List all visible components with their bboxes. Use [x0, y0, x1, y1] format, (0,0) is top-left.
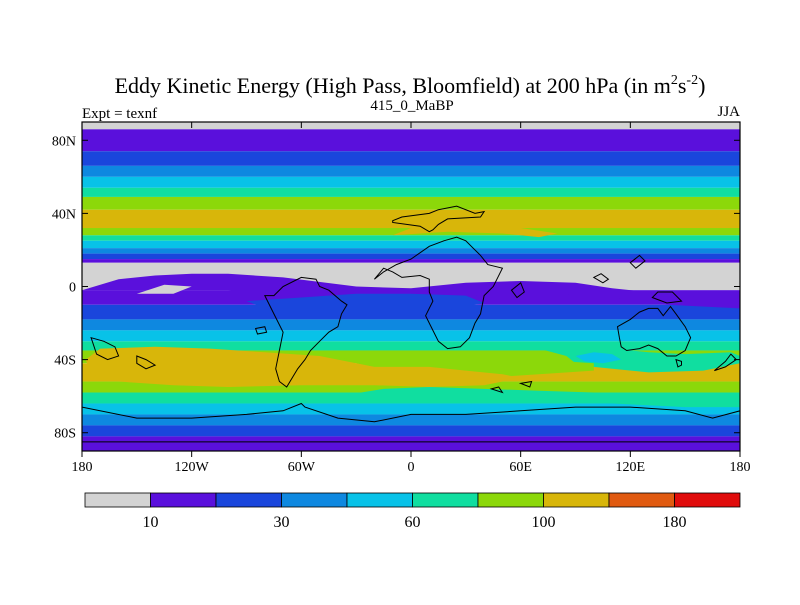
contour-band-13 [82, 259, 740, 263]
land-outline-1 [374, 236, 504, 350]
contour-band-1 [82, 129, 740, 152]
colorbar-box-6 [477, 492, 544, 508]
contour-band-25 [82, 414, 740, 426]
land-outline-15 [518, 380, 533, 388]
x-tick-label-2: 60W [288, 460, 316, 475]
land-outline-10 [592, 273, 610, 284]
contour-band-24 [82, 403, 740, 415]
colorbar-label-0: 10 [143, 514, 159, 531]
contour-band-4 [82, 176, 740, 188]
x-tick-label-5: 120E [616, 460, 646, 475]
colorbar-box-1 [150, 492, 217, 508]
experiment-label: Expt = texnf [82, 106, 157, 122]
contour-patch-4 [85, 346, 521, 387]
contour-band-10 [82, 240, 740, 249]
y-axis: 80N 40N 0 40S 80S [52, 134, 740, 442]
contour-band-17 [82, 319, 740, 331]
map-plot-area [82, 122, 740, 451]
y-tick-label-0: 80N [52, 134, 76, 149]
y-tick-label-2: 0 [69, 281, 76, 296]
land-outline-3 [616, 305, 692, 357]
contour-band-22 [82, 381, 740, 393]
colorbar-box-9 [674, 492, 741, 508]
contour-patch-2 [538, 346, 740, 373]
colorbar-box-8 [608, 492, 675, 508]
contour-band-2 [82, 151, 740, 166]
colorbar-box-4 [346, 492, 413, 508]
contour-band-11 [82, 248, 740, 254]
colorbar-box-0 [84, 492, 151, 508]
x-tick-label-1: 120W [175, 460, 210, 475]
contour-patch-6 [337, 387, 740, 408]
land-outline-5 [714, 353, 738, 372]
y-tick-label-1: 40N [52, 207, 76, 222]
contour-patches [82, 226, 740, 408]
land-outline-12 [651, 291, 683, 304]
x-tick-label-3: 0 [408, 460, 415, 475]
contour-band-6 [82, 196, 740, 210]
land-outline-2 [263, 276, 348, 388]
land-outline-8 [136, 355, 157, 370]
colorbar-label-4: 180 [663, 514, 687, 531]
chart-title: Eddy Kinetic Energy (High Pass, Bloomfie… [115, 73, 706, 98]
chart-subtitle: 415_0_MaBP [370, 98, 453, 114]
land-outline-9 [510, 281, 525, 299]
x-tick-label-0: 180 [72, 460, 93, 475]
x-tick-label-6: 180 [730, 460, 751, 475]
contour-band-7 [82, 209, 740, 229]
y-tick-label-4: 80S [54, 427, 76, 442]
land-outline-13 [254, 326, 268, 335]
colorbar-label-1: 30 [274, 514, 290, 531]
contour-band-3 [82, 165, 740, 177]
contour-band-27 [82, 436, 740, 451]
land-outline-11 [629, 254, 646, 269]
colorbar: 10 30 60 100 180 [84, 492, 741, 531]
land-outline-6 [82, 402, 740, 443]
contour-patch-0 [82, 273, 740, 309]
contour-patch-5 [575, 352, 622, 364]
x-tick-label-4: 60E [509, 460, 532, 475]
land-outline-7 [90, 336, 120, 361]
x-axis: 180 120W 60W 0 60E 120E 180 [72, 122, 751, 475]
contour-band-26 [82, 425, 740, 437]
y-tick-label-3: 40S [54, 354, 76, 369]
land-outline-14 [489, 386, 504, 394]
colorbar-box-5 [412, 492, 479, 508]
contour-band-9 [82, 235, 740, 241]
colorbar-label-3: 100 [532, 514, 556, 531]
land-outline-4 [675, 358, 682, 368]
contour-patch-1 [246, 293, 485, 313]
contour-band-19 [82, 341, 740, 351]
colorbar-box-7 [543, 492, 610, 508]
contour-band-5 [82, 187, 740, 197]
season-label: JJA [717, 104, 740, 120]
land-outlines [82, 205, 740, 443]
contour-band-18 [82, 330, 740, 342]
colorbar-box-3 [281, 492, 348, 508]
contour-patch-8 [136, 284, 192, 294]
contour-band-12 [82, 253, 740, 260]
colorbar-box-2 [215, 492, 282, 508]
colorbar-label-2: 60 [405, 514, 421, 531]
land-outline-0 [392, 205, 486, 233]
